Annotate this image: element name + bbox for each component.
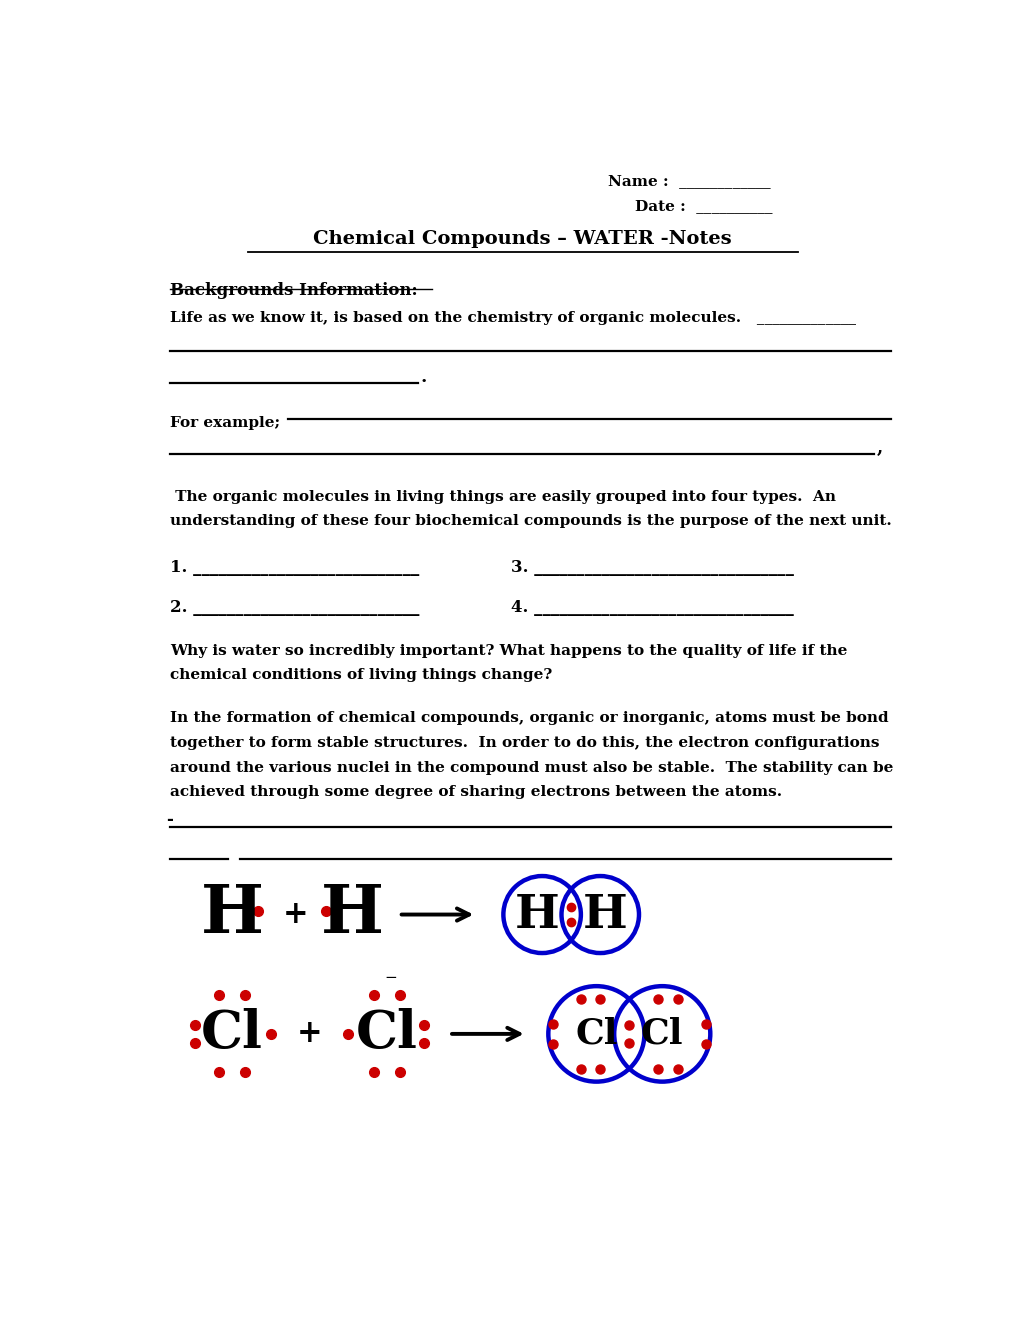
Text: +: + bbox=[297, 1019, 322, 1049]
Text: around the various nuclei in the compound must also be stable.  The stability ca: around the various nuclei in the compoun… bbox=[170, 760, 893, 775]
Text: +: + bbox=[282, 899, 308, 931]
Text: .: . bbox=[420, 368, 426, 385]
Text: Cl: Cl bbox=[575, 1016, 618, 1051]
Text: Date :  __________: Date : __________ bbox=[635, 199, 771, 213]
Text: Backgrounds Information:: Backgrounds Information: bbox=[170, 281, 418, 298]
Text: Name :  ____________: Name : ____________ bbox=[607, 174, 770, 189]
Text: achieved through some degree of sharing electrons between the atoms.: achieved through some degree of sharing … bbox=[170, 785, 782, 799]
Text: H: H bbox=[201, 882, 263, 946]
Text: together to form stable structures.  In order to do this, the electron configura: together to form stable structures. In o… bbox=[170, 737, 878, 750]
Text: 3. _______________________________: 3. _______________________________ bbox=[511, 558, 793, 576]
Text: The organic molecules in living things are easily grouped into four types.  An: The organic molecules in living things a… bbox=[170, 490, 836, 503]
Text: Life as we know it, is based on the chemistry of organic molecules.   __________: Life as we know it, is based on the chem… bbox=[170, 312, 855, 325]
Text: H: H bbox=[320, 882, 383, 946]
Text: For example;: For example; bbox=[170, 416, 280, 429]
Text: Cl: Cl bbox=[356, 1008, 418, 1060]
Text: understanding of these four biochemical compounds is the purpose of the next uni: understanding of these four biochemical … bbox=[170, 515, 891, 528]
Text: 4. _______________________________: 4. _______________________________ bbox=[511, 599, 793, 616]
Text: ,: , bbox=[876, 438, 882, 457]
Text: Cl: Cl bbox=[640, 1016, 683, 1051]
Text: chemical conditions of living things change?: chemical conditions of living things cha… bbox=[170, 668, 552, 682]
Text: Why is water so incredibly important? What happens to the quality of life if the: Why is water so incredibly important? Wh… bbox=[170, 644, 847, 657]
Text: In the formation of chemical compounds, organic or inorganic, atoms must be bond: In the formation of chemical compounds, … bbox=[170, 711, 888, 725]
Text: H: H bbox=[582, 891, 627, 937]
Text: Chemical Compounds – WATER -Notes: Chemical Compounds – WATER -Notes bbox=[313, 230, 732, 248]
Text: -: - bbox=[166, 810, 173, 828]
Text: 2. ___________________________: 2. ___________________________ bbox=[170, 599, 419, 616]
Text: H: H bbox=[515, 891, 559, 937]
Text: Cl: Cl bbox=[201, 1008, 263, 1060]
Text: −: − bbox=[384, 972, 397, 986]
Text: 1. ___________________________: 1. ___________________________ bbox=[170, 558, 419, 576]
